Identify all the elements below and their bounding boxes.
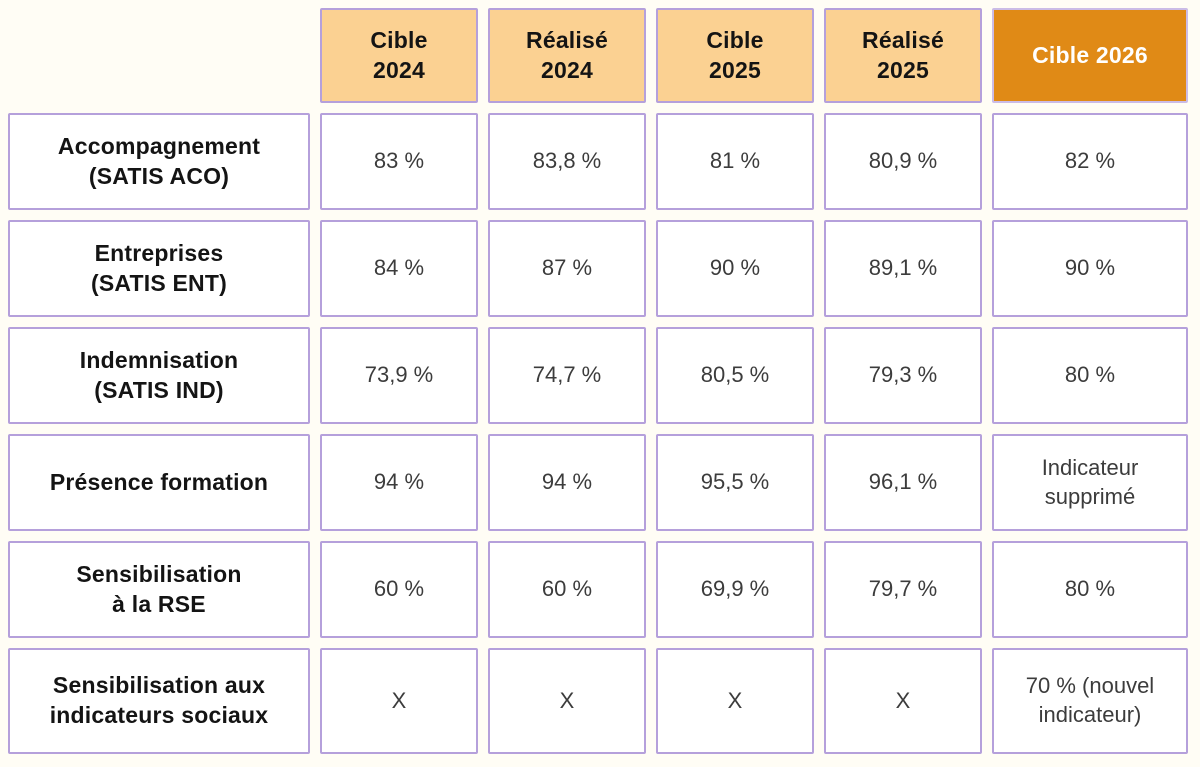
value-cell: 94 % bbox=[488, 434, 646, 531]
row-label-cell: Indemnisation (SATIS IND) bbox=[8, 327, 310, 424]
value-cell: 74,7 % bbox=[488, 327, 646, 424]
value-cell: 83 % bbox=[320, 113, 478, 210]
row-label-cell: Sensibilisation à la RSE bbox=[8, 541, 310, 638]
value-cell: 96,1 % bbox=[824, 434, 982, 531]
value-cell: X bbox=[488, 648, 646, 754]
value-cell: 95,5 % bbox=[656, 434, 814, 531]
header-cell: Cible 2024 bbox=[320, 8, 478, 103]
value-cell: 84 % bbox=[320, 220, 478, 317]
row-label-cell: Accompagnement (SATIS ACO) bbox=[8, 113, 310, 210]
row-label-cell: Entreprises (SATIS ENT) bbox=[8, 220, 310, 317]
value-cell: 70 % (nouvel indicateur) bbox=[992, 648, 1188, 754]
value-cell: 94 % bbox=[320, 434, 478, 531]
value-cell: 79,7 % bbox=[824, 541, 982, 638]
header-cell: Réalisé 2025 bbox=[824, 8, 982, 103]
value-cell: 60 % bbox=[320, 541, 478, 638]
value-cell: 87 % bbox=[488, 220, 646, 317]
row-label-cell: Présence formation bbox=[8, 434, 310, 531]
value-cell: X bbox=[320, 648, 478, 754]
value-cell: Indicateur supprimé bbox=[992, 434, 1188, 531]
value-cell: 90 % bbox=[656, 220, 814, 317]
value-cell: 60 % bbox=[488, 541, 646, 638]
value-cell: 80,5 % bbox=[656, 327, 814, 424]
header-cell: Cible 2026 bbox=[992, 8, 1188, 103]
row-label-cell: Sensibilisation aux indicateurs sociaux bbox=[8, 648, 310, 754]
header-cell: Cible 2025 bbox=[656, 8, 814, 103]
value-cell: 81 % bbox=[656, 113, 814, 210]
header-cell: Réalisé 2024 bbox=[488, 8, 646, 103]
value-cell: X bbox=[656, 648, 814, 754]
value-cell: 90 % bbox=[992, 220, 1188, 317]
value-cell: 82 % bbox=[992, 113, 1188, 210]
value-cell: 89,1 % bbox=[824, 220, 982, 317]
value-cell: 83,8 % bbox=[488, 113, 646, 210]
value-cell: 79,3 % bbox=[824, 327, 982, 424]
value-cell: 80 % bbox=[992, 327, 1188, 424]
value-cell: X bbox=[824, 648, 982, 754]
value-cell: 73,9 % bbox=[320, 327, 478, 424]
corner-spacer bbox=[8, 8, 310, 103]
value-cell: 69,9 % bbox=[656, 541, 814, 638]
value-cell: 80 % bbox=[992, 541, 1188, 638]
value-cell: 80,9 % bbox=[824, 113, 982, 210]
